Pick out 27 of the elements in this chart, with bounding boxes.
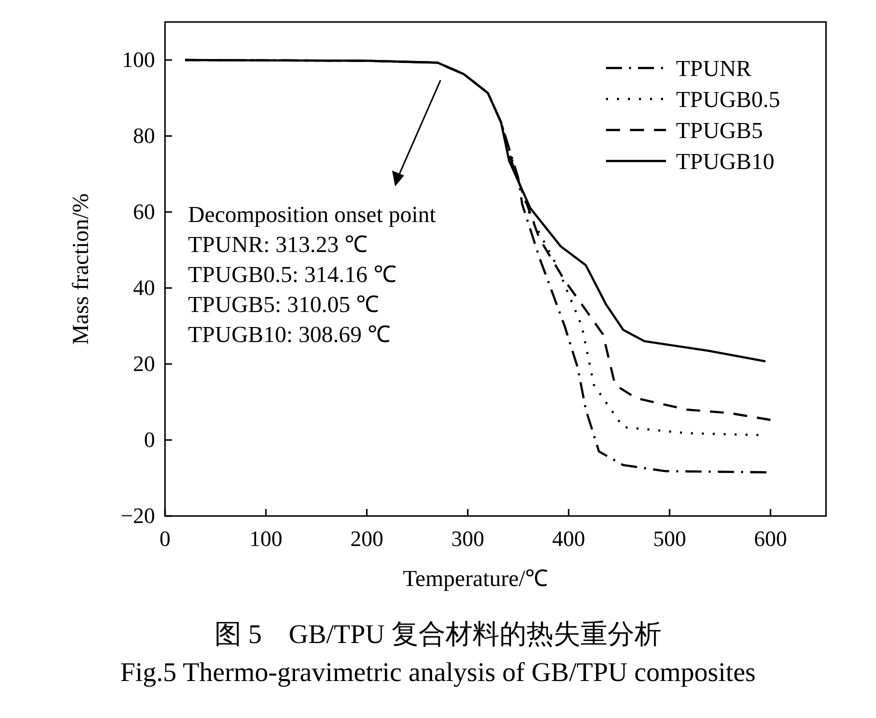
x-tick-label: 400 [552, 526, 586, 551]
x-tick-label: 500 [653, 526, 686, 551]
y-tick-label: 20 [133, 351, 155, 376]
annotation: TPUGB10: 308.69 ℃ [188, 322, 391, 347]
x-axis-title: Temperature/℃ [402, 566, 548, 591]
y-tick-label: 60 [133, 199, 155, 224]
y-tick-label: 0 [144, 427, 155, 452]
y-tick-label: 100 [122, 47, 155, 72]
caption: 图 5 GB/TPU 复合材料的热失重分析 [214, 619, 662, 649]
annotation: TPUGB0.5: 314.16 ℃ [188, 262, 396, 287]
legend-label: TPUGB10 [676, 149, 774, 174]
y-tick-label: 40 [133, 275, 155, 300]
x-tick-label: 200 [350, 526, 384, 551]
x-tick-label: 100 [249, 526, 282, 551]
x-tick-label: 300 [451, 526, 484, 551]
x-tick-label: 600 [754, 526, 787, 551]
annotation: TPUNR: 313.23 ℃ [188, 232, 368, 257]
caption: Fig.5 Thermo-gravimetric analysis of GB/TPU composites [120, 657, 756, 687]
y-tick-label: 80 [133, 123, 155, 148]
y-tick-label: −20 [120, 503, 155, 528]
legend-label: TPUNR [676, 56, 752, 81]
legend-label: TPUGB5 [676, 118, 763, 143]
annotation: TPUGB5: 310.05 ℃ [188, 292, 380, 317]
legend-label: TPUGB0.5 [676, 87, 780, 112]
annotation: Decomposition onset point [188, 202, 436, 227]
y-axis-title: Mass fraction/% [68, 193, 93, 345]
x-tick-label: 0 [160, 526, 170, 551]
